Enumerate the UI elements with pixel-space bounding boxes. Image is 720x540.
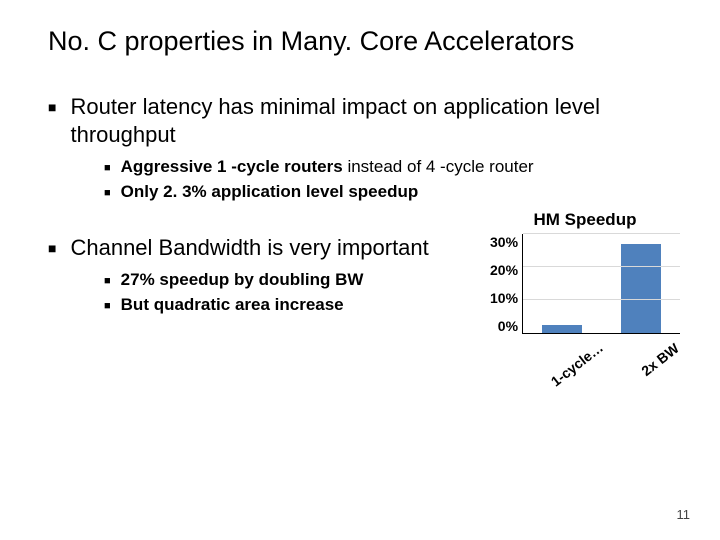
page-number: 11 [677,507,691,522]
bullet-l2-quadratic: ■ But quadratic area increase [104,294,482,317]
slide: No. C properties in Many. Core Accelerat… [0,0,720,540]
square-bullet-icon: ■ [104,186,111,201]
section-bandwidth-text: ■ Channel Bandwidth is very important ■ … [48,234,490,319]
xtick-label: 2x BW [624,340,681,390]
ytick: 10% [490,290,518,306]
bullet-l1-router: ■ Router latency has minimal impact on a… [48,93,680,148]
bullet-l2-text: But quadratic area increase [121,294,344,317]
hm-speedup-chart: HM Speedup 30% 20% 10% 0% 1-cycle…2x BW [490,210,680,356]
square-bullet-icon: ■ [104,299,111,314]
square-bullet-icon: ■ [48,240,56,258]
bullet-l2-aggressive: ■ Aggressive 1 -cycle routers instead of… [104,156,680,179]
plot-region [522,234,680,334]
bullet-l2-text: Aggressive 1 -cycle routers instead of 4… [121,156,534,179]
normal-part: instead of 4 -cycle router [343,157,534,176]
bar [542,325,582,333]
xtick-label: 1-cycle… [547,340,604,390]
x-axis-labels: 1-cycle…2x BW [526,340,680,356]
section-router-latency: ■ Router latency has minimal impact on a… [48,93,680,204]
bullet-l2-speedup: ■ Only 2. 3% application level speedup [104,181,680,204]
ytick: 30% [490,234,518,250]
chart-area: 30% 20% 10% 0% [490,234,680,334]
ytick: 0% [490,318,518,334]
bullet-l2-27pct: ■ 27% speedup by doubling BW [104,269,482,292]
gridline [523,266,680,267]
bars-container [523,234,680,333]
bold-part: Aggressive 1 -cycle routers [121,157,343,176]
bar [621,244,661,333]
square-bullet-icon: ■ [104,161,111,176]
y-axis-labels: 30% 20% 10% 0% [490,234,522,334]
square-bullet-icon: ■ [48,99,56,117]
bullet-l1-text: Router latency has minimal impact on app… [70,93,680,148]
section-bandwidth-row: ■ Channel Bandwidth is very important ■ … [48,234,680,356]
bullet-l2-text: Only 2. 3% application level speedup [121,181,419,204]
gridline [523,299,680,300]
slide-title: No. C properties in Many. Core Accelerat… [48,26,680,57]
bullet-l1-bandwidth: ■ Channel Bandwidth is very important [48,234,482,262]
gridline [523,233,680,234]
ytick: 20% [490,262,518,278]
bullet-l1-text: Channel Bandwidth is very important [70,234,428,262]
chart-title: HM Speedup [490,210,680,230]
square-bullet-icon: ■ [104,274,111,289]
bullet-l2-text: 27% speedup by doubling BW [121,269,364,292]
